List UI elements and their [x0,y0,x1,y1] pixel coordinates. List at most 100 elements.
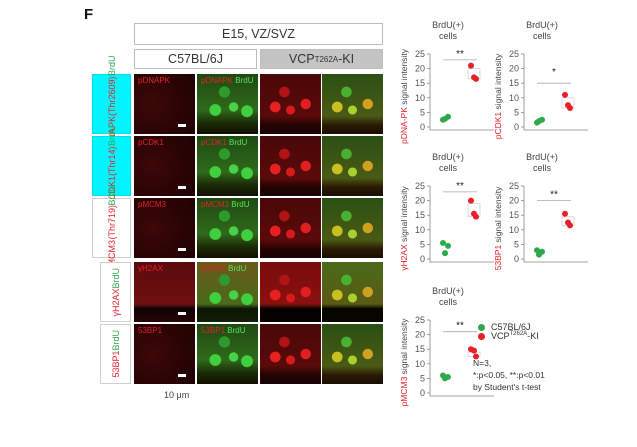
y-tick-label: 15 [415,78,425,88]
image-channel-label: pCDK1 [138,138,164,147]
row-label-text: (Thr2609) [106,76,117,117]
scatter-chart-4: BrdU(+) cells pMCM3 signal intensity 0 5 10 15… [398,286,498,411]
channel-label-green: BrdU [227,326,246,335]
red-dot-icon [478,333,485,341]
y-tick-label: 0 [514,254,519,264]
scale-bar [178,124,186,127]
channel-label-green: BrdU [231,200,250,209]
ki-single-channel-image [260,262,321,322]
group-header-ki: VCP T262A -KI [260,49,383,69]
y-tick-label: 10 [509,93,519,103]
chart-title-line: cells [438,163,457,173]
axes [523,186,588,263]
axes [523,54,588,131]
scale-bar [178,248,186,251]
y-axis-label: pMCM3 signal intensity [399,318,409,407]
y-tick-label: 20 [509,64,519,74]
channel-label-red: pMCM3 [201,200,230,209]
y-tick-label: 15 [415,210,425,220]
image-channel-label: 53BP1 BrdU [201,326,246,335]
significance-stars: ** [456,321,464,332]
wt-merge-image: 53BP1 BrdU [197,324,258,384]
wt-merge-image: pMCM3 BrdU [197,198,258,258]
channel-label-red: γH2AX [201,264,226,273]
scale-bar [178,186,186,189]
ki-data-point [473,75,479,82]
y-tick-label: 5 [514,239,519,249]
scale-bar-label: 10 μm [164,390,190,400]
channel-label-red: 53BP1 [138,326,163,335]
chart-title-line: BrdU(+) [432,286,464,296]
row-label-1: pCDK1 (Thr14) BrdU [92,126,131,206]
legend-label-ki-tail: -KI [527,331,539,341]
wt-single-channel-image: pCDK1 [134,136,195,196]
channel-label-red: pDNAPK [138,76,171,85]
row-label-text: BrdU [110,330,121,351]
channel-label-green: BrdU [229,138,248,147]
panel-letter: F [84,6,94,23]
legend-label-wt: C57BL/6J [491,322,531,332]
y-tick-label: 0 [420,388,425,398]
significance-stars: * [552,67,556,78]
y-tick-label: 5 [420,107,425,117]
wt-merge-image: pDNAPK BrdU [197,74,258,134]
wt-single-channel-image: pDNAPK [134,74,195,134]
ki-single-channel-image [260,198,321,258]
group-header-ki-main: VCP [288,52,315,66]
scatter-chart-3: BrdU(+) cells 53BP1 signal intensity 0 5 10 15… [492,152,592,277]
ki-single-channel-image [260,74,321,134]
y-tick-label: 10 [415,93,425,103]
significance-stars: ** [550,190,558,201]
chart-title-line: BrdU(+) [432,152,464,162]
stats-note: N=3, *:p<0.05, **:p<0.01 by Student's t-… [473,357,545,393]
y-tick-label: 0 [420,122,425,132]
y-tick-label: 25 [415,181,425,191]
scale-bar [178,374,186,377]
channel-label-green: BrdU [228,264,247,273]
ki-data-point [468,62,474,69]
group-header-ki-tail: -KI [338,52,355,66]
y-axis-label: pCDK1 signal intensity [493,53,503,139]
legend-label-ki-main: VCP [491,331,510,341]
y-axis-label: 53BP1 signal intensity [493,186,503,270]
significance-stars: ** [456,181,464,192]
legend: C57BL/6J VCPT262A-KI [478,322,539,341]
channel-label-red: γH2AX [138,264,163,273]
image-channel-label: pMCM3 BrdU [201,200,249,209]
chart-plot: pMCM3 signal intensity 0 5 10 15 20 25 ** [399,315,494,407]
ki-data-point [468,197,474,204]
y-tick-label: 0 [514,122,519,132]
legend-item-ki: VCPT262A-KI [478,331,539,341]
wt-data-point [445,242,451,249]
channel-label-red: pMCM3 [138,200,167,209]
y-tick-label: 5 [420,373,425,383]
channel-label-green: BrdU [235,76,254,85]
ki-data-point [471,347,477,354]
scatter-chart-1: BrdU(+) cells pCDK1 signal intensity 0 5 10 15… [492,20,592,145]
row-label-0: pDNAPK (Thr2609) BrdU [92,56,131,152]
axes [429,54,494,131]
ki-merge-image [322,324,383,384]
y-tick-label: 10 [509,225,519,235]
row-label-text: 53BP1 [110,350,121,378]
ki-merge-image [322,198,383,258]
green-dot-icon [478,324,485,332]
y-tick-label: 15 [415,344,425,354]
chart-title: BrdU(+) cells [418,20,478,42]
condition-header: E15, VZ/SVZ [134,23,383,45]
ki-data-point [562,210,568,217]
ki-single-channel-image [260,136,321,196]
wt-data-point [442,250,448,257]
image-channel-label: γH2AX [138,264,163,273]
legend-item-wt: C57BL/6J [478,322,539,332]
y-tick-label: 0 [420,254,425,264]
row-label-text: γH2AX [110,288,121,317]
chart-title-line: BrdU(+) [526,20,558,30]
y-tick-label: 10 [415,359,425,369]
y-tick-label: 20 [415,196,425,206]
image-channel-label: pDNAPK [138,76,170,85]
chart-title: BrdU(+) cells [512,152,572,174]
wt-data-point [442,115,448,122]
chart-title: BrdU(+) cells [418,286,478,308]
ki-data-point [567,105,573,112]
